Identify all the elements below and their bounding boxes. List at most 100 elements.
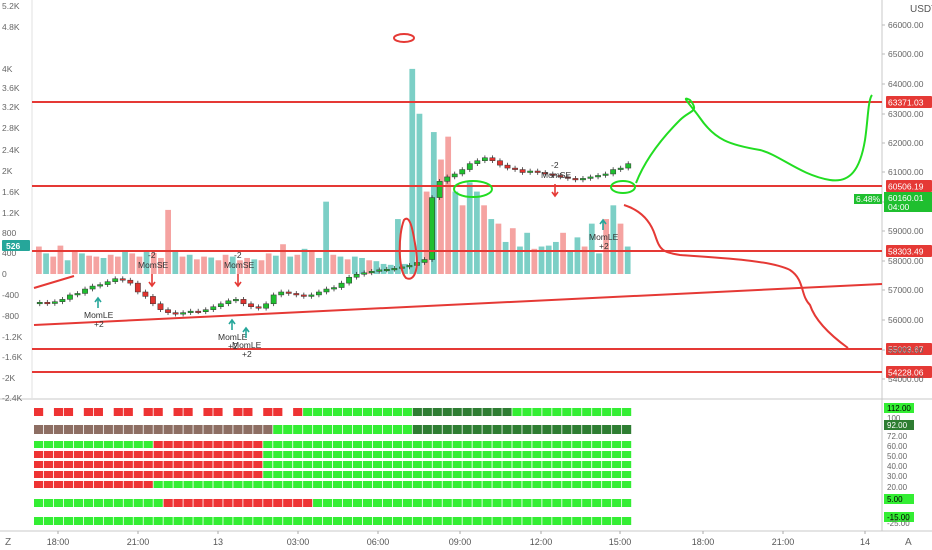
indicator-cell xyxy=(153,499,163,507)
indicator-cell xyxy=(253,451,263,458)
candle-body xyxy=(263,303,269,309)
indicator-cell xyxy=(532,441,542,448)
indicator-cell xyxy=(402,461,412,468)
indicator-cell xyxy=(362,471,373,478)
signal-value: -2 xyxy=(148,250,156,260)
indicator-cell xyxy=(482,451,492,458)
indicator-cell xyxy=(43,499,54,507)
candle-body xyxy=(625,163,632,169)
indicator-cell xyxy=(323,461,333,468)
indicator-cell xyxy=(253,481,263,488)
indicator-cell xyxy=(512,481,522,488)
candle-body xyxy=(82,288,88,294)
volume-bar xyxy=(553,241,559,274)
indicator-cell xyxy=(183,441,193,448)
indicator-cell xyxy=(73,425,84,434)
indicator-cell xyxy=(532,499,542,507)
countdown-label: 04:00 xyxy=(888,202,910,212)
indicator-cell xyxy=(442,425,452,434)
indicator-cell xyxy=(522,517,532,525)
indicator-cell xyxy=(313,499,323,507)
indicator-cell xyxy=(472,517,482,525)
indicator-cell xyxy=(372,408,383,416)
indicator-cell xyxy=(552,481,562,488)
indicator-cell xyxy=(233,471,243,478)
indicator-cell xyxy=(542,481,552,488)
signal-value: +2 xyxy=(228,341,238,351)
volume-bar xyxy=(308,251,315,274)
currency-label[interactable]: USDT xyxy=(910,4,932,15)
indicator-cell xyxy=(133,499,143,507)
indicator-cell xyxy=(572,425,582,434)
indicator-cell xyxy=(263,481,273,488)
short-arrow-icon xyxy=(148,274,156,288)
indicator-cell xyxy=(223,471,233,478)
volume-bar xyxy=(581,246,588,274)
candle-body xyxy=(157,303,164,310)
indicator-cell xyxy=(492,499,502,507)
indicator-cell xyxy=(462,425,472,434)
indicator-cell xyxy=(382,408,392,416)
auto-scale-button[interactable]: A xyxy=(905,537,912,548)
indicator-cell xyxy=(283,441,293,448)
indicator-cell xyxy=(592,408,602,416)
indicator-cell xyxy=(273,451,283,458)
indicator-cell xyxy=(572,499,582,507)
indicator-cell xyxy=(43,481,54,488)
indicator-cell xyxy=(163,425,173,434)
indicator-cell xyxy=(83,425,93,434)
time-tick-label: 14 xyxy=(860,537,870,547)
volume-bar xyxy=(251,259,258,274)
indicator-tick-label: 20.00 xyxy=(887,483,908,492)
indicator-cell xyxy=(482,481,492,488)
indicator-cell xyxy=(253,471,263,478)
indicator-cell xyxy=(313,425,323,434)
signal-name: MomSE xyxy=(138,260,169,270)
indicator-cell xyxy=(342,481,353,488)
volume-bar xyxy=(337,256,344,274)
candle-body xyxy=(557,175,564,178)
zoom-button[interactable]: Z xyxy=(5,537,11,548)
candle-body xyxy=(474,160,481,164)
indicator-cell xyxy=(352,425,363,434)
short-arrow-icon xyxy=(234,274,242,288)
volume-bar xyxy=(79,253,85,274)
indicator-cell xyxy=(233,441,243,448)
indicator-cell xyxy=(382,517,392,525)
indicator-cell xyxy=(572,517,582,525)
indicator-cell xyxy=(452,517,462,525)
candle-body xyxy=(233,299,239,302)
indicator-cell xyxy=(213,471,223,478)
volume-bar xyxy=(186,254,193,274)
level-badge xyxy=(886,96,932,108)
indicator-cell xyxy=(502,499,512,507)
indicator-cell xyxy=(243,408,253,416)
indicator-cell xyxy=(303,451,313,458)
indicator-cell xyxy=(502,517,512,525)
indicator-cell xyxy=(123,451,133,458)
indicator-cell xyxy=(482,441,492,448)
indicator-cell xyxy=(203,441,213,448)
indicator-cell xyxy=(372,517,383,525)
indicator-cell xyxy=(342,451,353,458)
time-axis[interactable]: 18:00 21:00 13 03:00 06:00 09:00 12:00 15:00 18:… xyxy=(47,531,870,547)
indicator-cell xyxy=(342,441,353,448)
indicator-cell xyxy=(582,408,592,416)
indicator-cell xyxy=(133,481,143,488)
indicator-cell xyxy=(173,441,183,448)
indicator-cell xyxy=(602,517,612,525)
indicator-cell xyxy=(183,499,193,507)
price-axis[interactable]: 66000.00 65000.00 64000.00 63000.00 62000.00… xyxy=(854,20,932,384)
indicator-cell xyxy=(93,461,103,468)
volume-bar xyxy=(617,223,624,274)
indicator-cell xyxy=(283,461,293,468)
indicator-cell xyxy=(153,408,163,416)
volume-tick-label: -2.4K xyxy=(2,393,23,403)
indicator-cell xyxy=(163,471,173,478)
candle-body xyxy=(481,157,488,161)
indicator-cell xyxy=(472,481,482,488)
indicator-cell xyxy=(402,408,412,416)
candle-body xyxy=(519,169,526,173)
indicator-cell xyxy=(492,471,502,478)
